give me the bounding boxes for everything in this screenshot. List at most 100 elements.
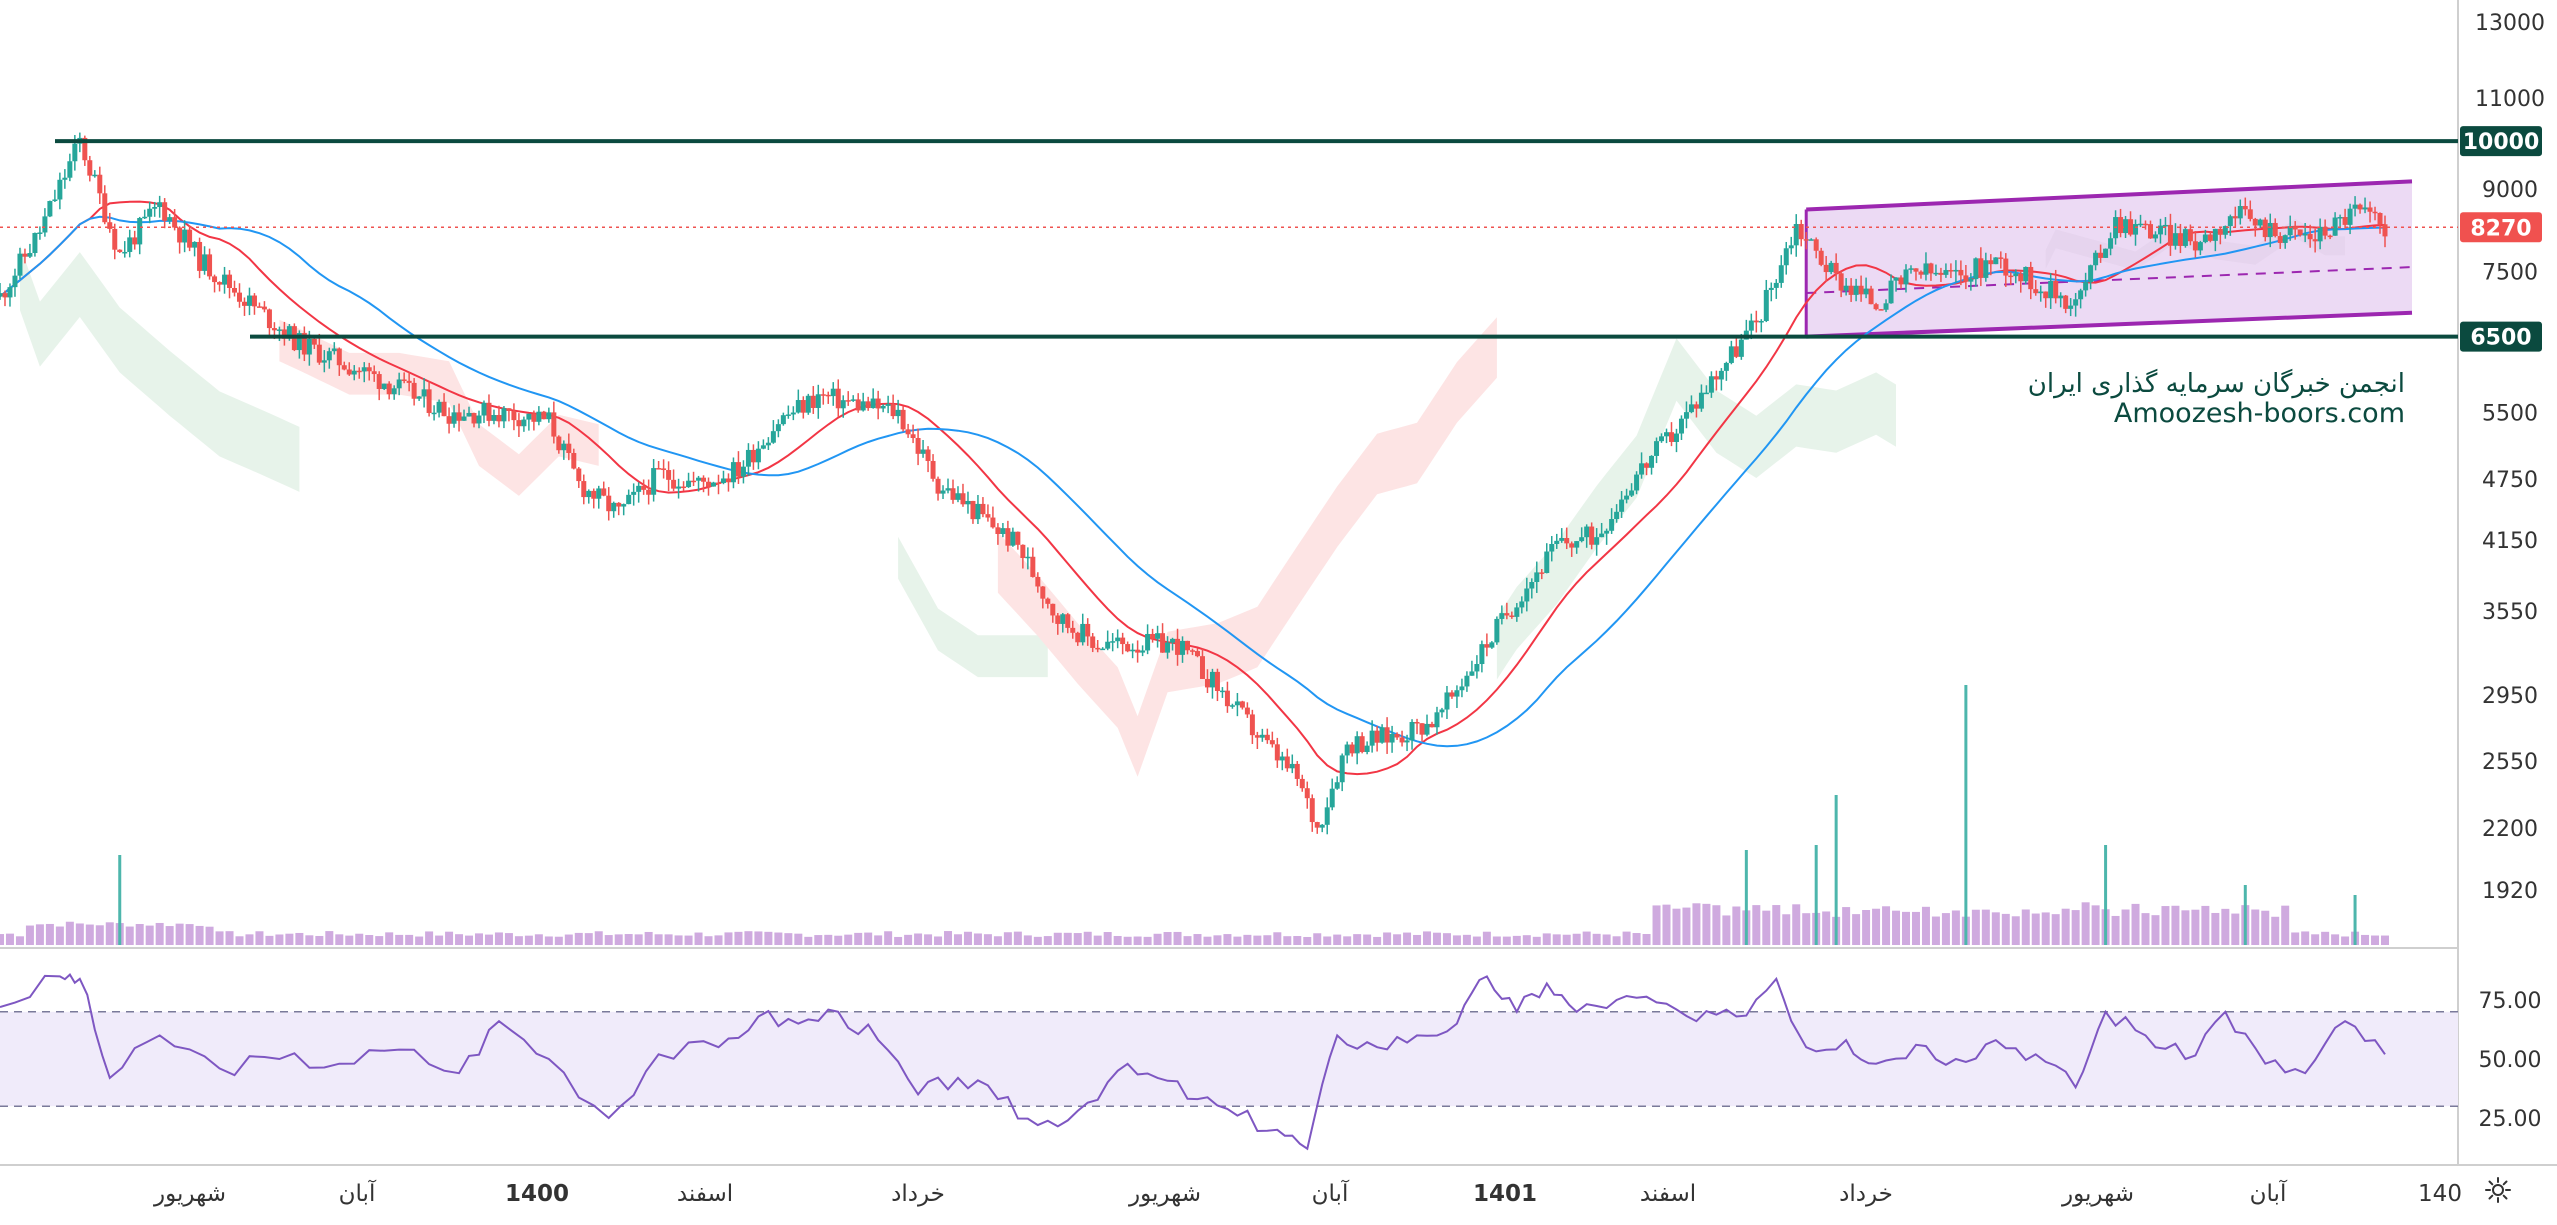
candle (1913, 268, 1919, 281)
volume-bar (1882, 906, 1891, 945)
candle (1140, 645, 1146, 657)
candle-body (316, 344, 322, 363)
volume-bar (155, 922, 164, 945)
candle (52, 189, 58, 202)
candle-body (276, 329, 282, 331)
volume-bar (1712, 905, 1721, 945)
candle-body (1903, 269, 1909, 285)
candle (1539, 569, 1545, 580)
candle (1609, 508, 1615, 534)
candle (1434, 706, 1440, 735)
candle-body (830, 388, 836, 397)
candle (2, 290, 8, 307)
candle-body (2063, 295, 2069, 309)
volume-bar (385, 932, 394, 945)
candle-body (1803, 239, 1809, 241)
chart-settings-button[interactable] (2478, 1170, 2518, 1210)
candle-body (775, 424, 781, 432)
candle (97, 166, 103, 204)
candle (875, 390, 881, 420)
candle (1948, 263, 1954, 279)
candle (725, 473, 731, 492)
candle (955, 486, 961, 503)
candle-body (2252, 218, 2258, 226)
candle (2242, 197, 2248, 216)
candle (1963, 265, 1969, 290)
candle (1773, 279, 1779, 299)
candle (1499, 605, 1505, 625)
candle-body (1813, 239, 1819, 251)
candle-body (1115, 637, 1121, 642)
candle-body (1444, 692, 1450, 710)
candle (1489, 641, 1495, 649)
candle-body (2098, 252, 2104, 258)
candle (571, 448, 577, 470)
volume-bar (2041, 912, 2050, 945)
candle (940, 485, 946, 499)
candle-body (1030, 556, 1036, 577)
volume-bar (1502, 936, 1511, 945)
candle (376, 371, 382, 401)
candle-body (37, 232, 43, 234)
candle-body (122, 251, 128, 254)
candle-body (1080, 623, 1086, 643)
candle-body (1983, 260, 1989, 278)
candle-body (1519, 601, 1525, 608)
volume-bar (1842, 907, 1851, 945)
resistance-price-label: 10000 (2463, 130, 2540, 155)
candle (1359, 732, 1365, 754)
volume-bar (1482, 931, 1491, 945)
price-axis-tick: 4750 (2482, 468, 2538, 493)
candle (780, 412, 786, 426)
candle (671, 469, 677, 492)
candle-body (1364, 745, 1370, 753)
candle-body (2312, 239, 2318, 242)
candle-body (476, 415, 482, 424)
candle-body (157, 202, 163, 208)
candle (1239, 700, 1245, 710)
candle-body (391, 388, 397, 395)
candle (810, 386, 816, 414)
volume-bar (375, 936, 384, 945)
volume-bar (2171, 905, 2180, 945)
volume-bar (1652, 905, 1661, 945)
candle-body (411, 382, 417, 399)
candle-body (1584, 526, 1590, 538)
candle-body (2033, 289, 2039, 294)
candle (336, 347, 342, 376)
candle (37, 226, 43, 240)
candle (1125, 641, 1131, 653)
candle (1943, 263, 1949, 278)
candle-body (1783, 248, 1789, 266)
candle (476, 410, 482, 429)
candle (735, 451, 741, 484)
candle-body (970, 500, 976, 520)
candle-body (980, 503, 986, 515)
candle (1673, 428, 1679, 453)
candle (2147, 220, 2153, 239)
volume-bar (1153, 933, 1162, 945)
candle-body (1035, 576, 1041, 587)
candle-body (1918, 271, 1924, 275)
candle-body (2182, 229, 2188, 246)
candle (2083, 272, 2089, 297)
candle-body (356, 370, 362, 373)
volume-bar (1532, 936, 1541, 945)
candle-body (785, 414, 791, 416)
candle (2257, 218, 2263, 228)
volume-bar (524, 935, 533, 945)
candle-body (1000, 528, 1006, 535)
volume-bar (2131, 903, 2140, 945)
candle-body (1599, 533, 1605, 538)
volume-bar (1173, 931, 1182, 945)
volume-bar (2331, 934, 2340, 945)
candle (1733, 337, 1739, 359)
candle (202, 246, 208, 275)
candle (2372, 206, 2378, 221)
candle-body (596, 488, 602, 499)
candle-body (1963, 275, 1969, 282)
volume-bar (65, 921, 74, 945)
candle-body (57, 179, 63, 200)
volume-bar (225, 931, 234, 945)
